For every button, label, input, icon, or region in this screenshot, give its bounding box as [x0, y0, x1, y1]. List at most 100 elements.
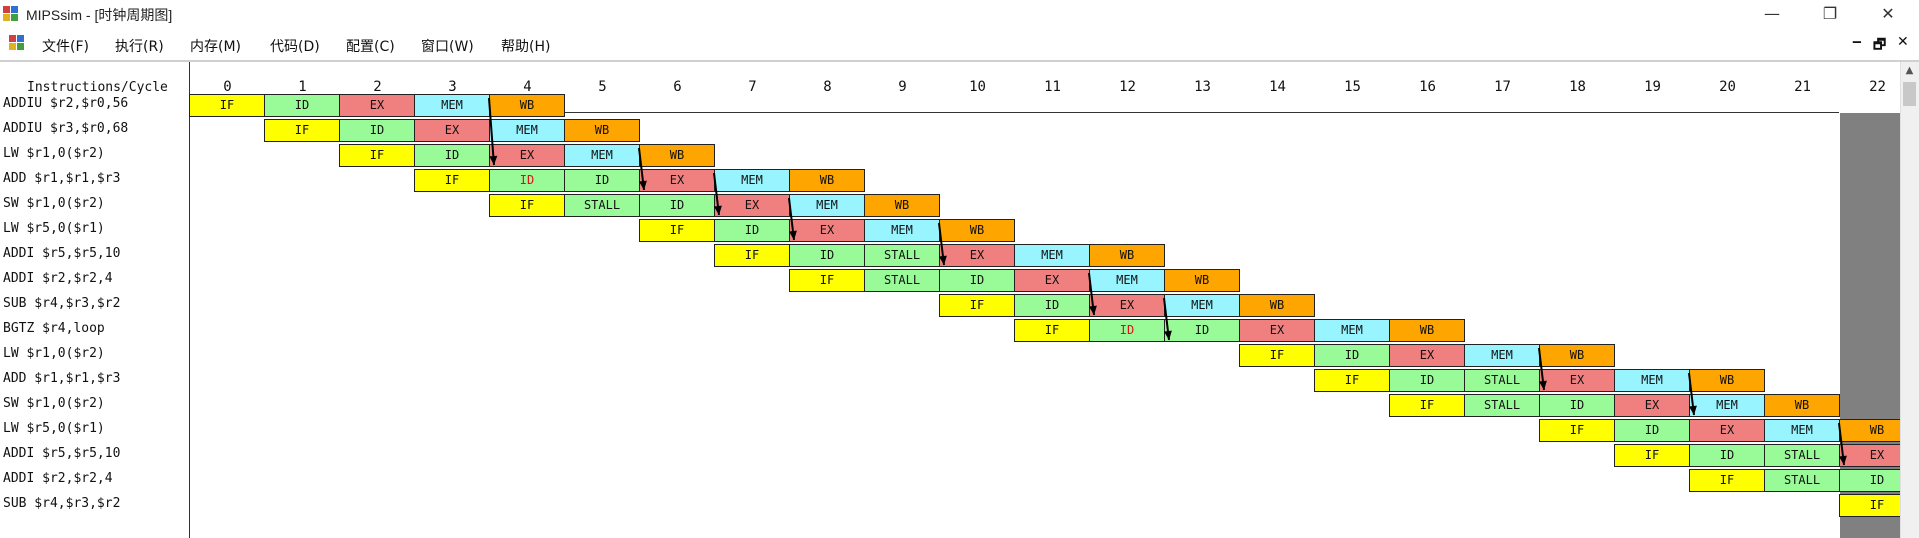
menu-file[interactable]: 文件(F) [42, 39, 89, 55]
stage-cell-if: IF [1539, 419, 1615, 442]
stage-cell-stall: STALL [864, 269, 940, 292]
scroll-up-icon[interactable]: ▲ [1905, 65, 1914, 76]
instruction-label: ADDI $r5,$r5,10 [3, 246, 121, 261]
stage-cell-mem: MEM [489, 119, 565, 142]
stage-cell-ex: EX [339, 94, 415, 117]
instruction-label: LW $r5,0($r1) [3, 221, 105, 236]
menu-run[interactable]: 执行(R) [115, 39, 164, 55]
instruction-label: SUB $r4,$r3,$r2 [3, 496, 121, 511]
stage-cell-mem: MEM [1464, 344, 1540, 367]
stage-cell-ex: EX [1614, 394, 1690, 417]
instruction-label: SUB $r4,$r3,$r2 [3, 296, 121, 311]
minimize-button[interactable]: — [1764, 4, 1780, 23]
unused-area [1840, 113, 1900, 538]
vertical-scrollbar[interactable] [1900, 62, 1919, 538]
menu-bar [0, 30, 1919, 60]
stage-cell-id: ID [1539, 394, 1615, 417]
stage-cell-if: IF [414, 169, 490, 192]
instructions-cycle-header: Instructions/Cycle [27, 80, 168, 95]
column-divider [189, 62, 190, 538]
cycle-number: 4 [523, 79, 532, 95]
cycle-number: 10 [969, 79, 986, 95]
menu-memory[interactable]: 内存(M) [190, 39, 242, 55]
stage-cell-if: IF [339, 144, 415, 167]
menu-window[interactable]: 窗口(W) [421, 39, 474, 55]
stage-cell-mem: MEM [564, 144, 640, 167]
cycle-number: 3 [448, 79, 457, 95]
cycle-number: 13 [1194, 79, 1211, 95]
mdi-child-icon[interactable] [9, 35, 25, 51]
stage-cell-if: IF [189, 94, 265, 117]
stage-cell-stall: STALL [1764, 469, 1840, 492]
instruction-label: ADDI $r2,$r2,4 [3, 471, 113, 486]
mdi-minimize-button[interactable]: ‒ [1852, 34, 1862, 50]
stage-cell-ex: EX [1539, 369, 1615, 392]
stage-cell-wb: WB [1239, 294, 1315, 317]
mdi-restore-button[interactable]: 🗗 [1873, 37, 1887, 53]
stage-cell-id: ID [1689, 444, 1765, 467]
stage-cell-ex: EX [1689, 419, 1765, 442]
stage-cell-ex: EX [1389, 344, 1465, 367]
stage-cell-mem: MEM [1689, 394, 1765, 417]
stage-cell-id: ID [489, 169, 565, 192]
cycle-number: 22 [1869, 79, 1886, 95]
stage-cell-ex: EX [1014, 269, 1090, 292]
stage-cell-if: IF [639, 219, 715, 242]
stage-cell-ex: EX [1089, 294, 1165, 317]
stage-cell-mem: MEM [1089, 269, 1165, 292]
stage-cell-mem: MEM [1614, 369, 1690, 392]
stage-cell-wb: WB [1764, 394, 1840, 417]
stage-cell-mem: MEM [1014, 244, 1090, 267]
stage-cell-mem: MEM [789, 194, 865, 217]
scrollbar-thumb[interactable] [1903, 82, 1916, 106]
stage-cell-if: IF [1314, 369, 1390, 392]
stage-cell-if: IF [1689, 469, 1765, 492]
stage-cell-if: IF [1839, 494, 1900, 517]
stage-cell-id: ID [1164, 319, 1240, 342]
stage-cell-ex: EX [489, 144, 565, 167]
stage-cell-if: IF [1389, 394, 1465, 417]
stage-cell-ex: EX [1839, 444, 1900, 467]
stage-cell-id: ID [714, 219, 790, 242]
stage-cell-id: ID [639, 194, 715, 217]
stage-cell-mem: MEM [1764, 419, 1840, 442]
stage-cell-wb: WB [489, 94, 565, 117]
stage-cell-wb: WB [1689, 369, 1765, 392]
menu-config[interactable]: 配置(C) [346, 39, 395, 55]
stage-cell-mem: MEM [1314, 319, 1390, 342]
stage-cell-id: ID [789, 244, 865, 267]
mdi-close-button[interactable]: ✕ [1897, 34, 1909, 50]
stage-cell-stall: STALL [1464, 394, 1540, 417]
close-button[interactable]: ✕ [1881, 4, 1895, 23]
app-icon [3, 6, 19, 22]
cycle-number: 8 [823, 79, 832, 95]
instruction-label: SW $r1,0($r2) [3, 196, 105, 211]
stage-cell-stall: STALL [864, 244, 940, 267]
cycle-number: 0 [223, 79, 232, 95]
restore-button[interactable]: ❐ [1822, 4, 1838, 23]
instruction-label: LW $r5,0($r1) [3, 421, 105, 436]
cycle-number: 7 [748, 79, 757, 95]
stage-cell-wb: WB [564, 119, 640, 142]
stage-cell-wb: WB [639, 144, 715, 167]
stage-cell-if: IF [264, 119, 340, 142]
instruction-label: LW $r1,0($r2) [3, 146, 105, 161]
stage-cell-if: IF [714, 244, 790, 267]
stage-cell-stall: STALL [1464, 369, 1540, 392]
cycle-number: 17 [1494, 79, 1511, 95]
cycle-number: 6 [673, 79, 682, 95]
cycle-number: 20 [1719, 79, 1736, 95]
stage-cell-ex: EX [1239, 319, 1315, 342]
stage-cell-mem: MEM [714, 169, 790, 192]
instruction-label: ADD $r1,$r1,$r3 [3, 171, 121, 186]
cycle-number: 18 [1569, 79, 1586, 95]
instruction-label: ADDIU $r2,$r0,56 [3, 96, 129, 111]
menu-help[interactable]: 帮助(H) [501, 39, 551, 55]
stage-cell-mem: MEM [414, 94, 490, 117]
menu-code[interactable]: 代码(D) [270, 39, 320, 55]
instruction-label: BGTZ $r4,loop [3, 321, 105, 336]
cycle-number: 19 [1644, 79, 1661, 95]
stage-cell-id: ID [1314, 344, 1390, 367]
stage-cell-ex: EX [639, 169, 715, 192]
title-bar: MIPSsim - [时钟周期图] — ❐ ✕ [0, 0, 1919, 28]
